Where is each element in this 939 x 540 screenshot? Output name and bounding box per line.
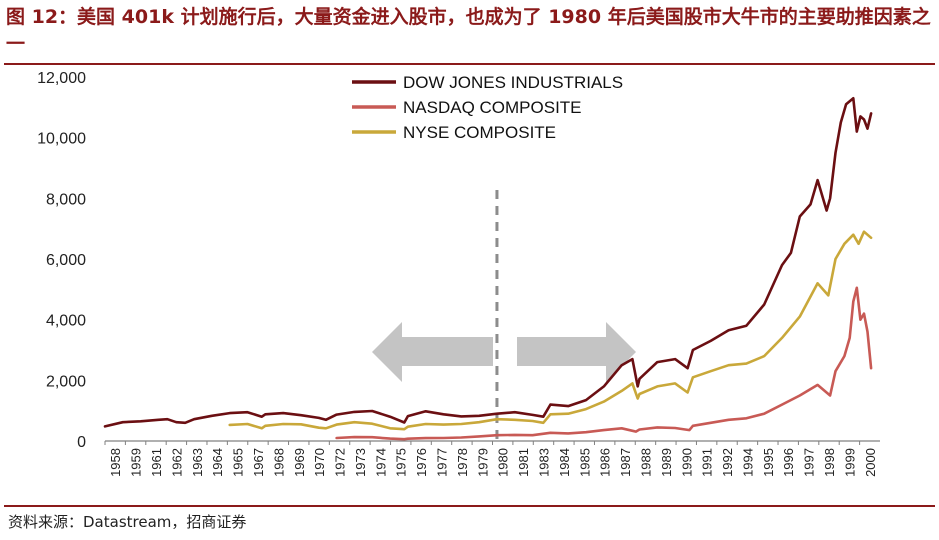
y-tick-label: 10,000 bbox=[37, 131, 86, 148]
chart-series bbox=[103, 96, 873, 441]
x-tick-label: 1990 bbox=[679, 448, 694, 477]
series-line-nasdaq bbox=[335, 286, 873, 441]
x-tick-label: 1989 bbox=[659, 448, 674, 477]
x-tick-label: 1973 bbox=[353, 448, 368, 477]
source-rule bbox=[4, 505, 935, 507]
x-tick-label: 1983 bbox=[536, 448, 551, 477]
x-tick-label: 1987 bbox=[618, 448, 633, 477]
x-tick-label: 1992 bbox=[720, 448, 735, 477]
series-line-nyse bbox=[228, 230, 873, 431]
x-tick-label: 1976 bbox=[414, 448, 429, 477]
x-tick-label: 1964 bbox=[210, 448, 225, 477]
source-note: 资料来源：Datastream，招商证券 bbox=[8, 513, 247, 531]
x-tick-label: 1979 bbox=[475, 448, 490, 477]
x-tick-label: 1968 bbox=[271, 448, 286, 477]
x-tick-label: 1999 bbox=[842, 448, 857, 477]
chart-axes: 0 2,000 4,000 6,000 8,000 10,000 12,000 1958 195… bbox=[37, 70, 880, 477]
x-tick-label: 1963 bbox=[190, 448, 205, 477]
x-tick-label: 1997 bbox=[802, 448, 817, 477]
legend-label-nasdaq: NASDAQ COMPOSITE bbox=[403, 98, 582, 117]
legend-label-dow: DOW JONES INDUSTRIALS bbox=[403, 73, 623, 92]
x-tick-label: 1969 bbox=[292, 448, 307, 477]
x-tick-label: 1959 bbox=[129, 448, 144, 477]
x-tick-label: 1991 bbox=[700, 448, 715, 477]
x-tick-label: 1998 bbox=[822, 448, 837, 477]
x-tick-label: 1986 bbox=[598, 448, 613, 477]
y-tick-label: 4,000 bbox=[46, 313, 86, 330]
chart-annotations bbox=[372, 190, 636, 441]
right-arrow bbox=[517, 322, 636, 382]
x-tick-label: 1981 bbox=[516, 448, 531, 477]
y-tick-label: 6,000 bbox=[46, 252, 86, 269]
chart-title: 图 12：美国 401k 计划施行后，大量资金进入股市，也成为了 1980 年后… bbox=[6, 6, 931, 55]
x-tick-label: 1961 bbox=[149, 448, 164, 477]
x-tick-label: 1962 bbox=[169, 448, 184, 477]
x-tick-label: 1977 bbox=[435, 448, 450, 477]
left-arrow bbox=[372, 322, 493, 382]
x-tick-label: 1972 bbox=[333, 448, 348, 477]
x-tick-label: 1967 bbox=[251, 448, 266, 477]
y-tick-label: 8,000 bbox=[46, 191, 86, 208]
series-line-dow bbox=[103, 96, 873, 428]
x-tick-label: 1974 bbox=[373, 448, 388, 477]
x-tick-label: 1980 bbox=[496, 448, 511, 477]
x-tick-label: 2000 bbox=[863, 448, 878, 477]
y-tick-label: 2,000 bbox=[46, 373, 86, 390]
x-tick-label: 1996 bbox=[781, 448, 796, 477]
x-tick-label: 1984 bbox=[557, 448, 572, 477]
x-tick-label: 1975 bbox=[394, 448, 409, 477]
y-tick-label: 12,000 bbox=[37, 70, 86, 87]
chart-legend: DOW JONES INDUSTRIALS NASDAQ COMPOSITE NYS… bbox=[352, 73, 623, 142]
x-tick-label: 1988 bbox=[638, 448, 653, 477]
x-tick-label: 1995 bbox=[761, 448, 776, 477]
x-tick-label: 1978 bbox=[455, 448, 470, 477]
legend-label-nyse: NYSE COMPOSITE bbox=[403, 123, 556, 142]
x-tick-label: 1970 bbox=[312, 448, 327, 477]
title-rule bbox=[4, 63, 935, 65]
x-tick-label: 1994 bbox=[740, 448, 755, 477]
y-tick-label: 0 bbox=[77, 434, 86, 451]
x-tick-label: 1965 bbox=[231, 448, 246, 477]
x-tick-label: 1985 bbox=[577, 448, 592, 477]
x-tick-label: 1958 bbox=[108, 448, 123, 477]
